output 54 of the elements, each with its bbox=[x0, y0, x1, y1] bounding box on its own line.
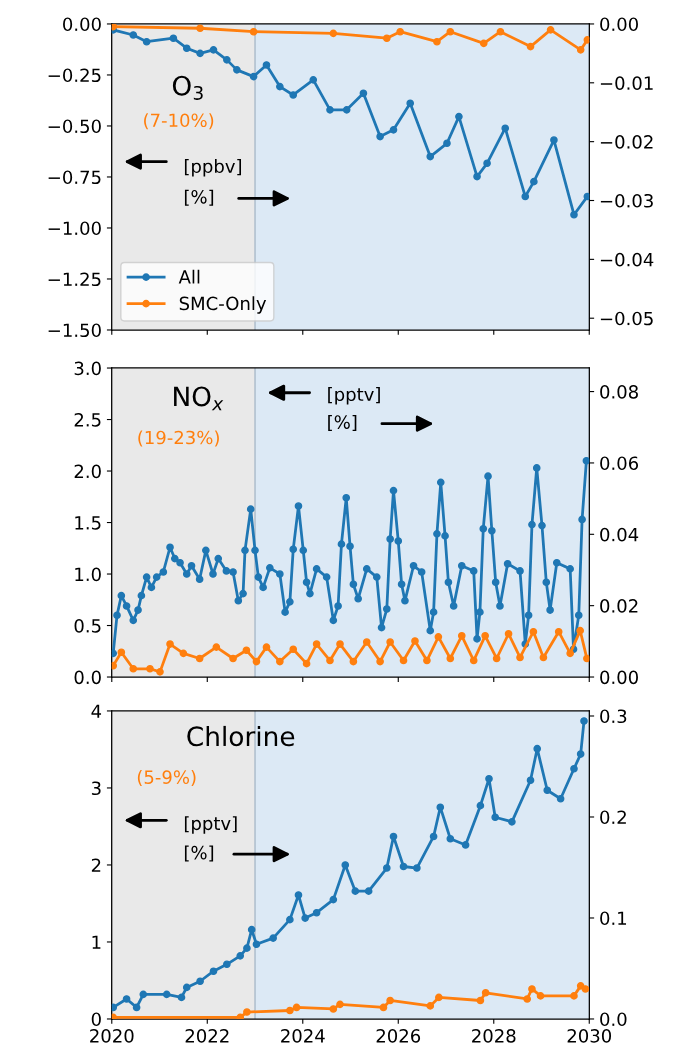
y-tick-label: −1.25 bbox=[48, 272, 101, 287]
legend-label: All bbox=[178, 269, 200, 284]
y-tick-label: 1.5 bbox=[75, 516, 101, 530]
y-tick-label: −0.25 bbox=[48, 68, 101, 83]
annotation: NO$_{x}$ bbox=[174, 386, 224, 411]
y2-tick-label: 0.2 bbox=[600, 810, 626, 825]
y2-tick-label: −0.04 bbox=[600, 252, 654, 267]
y2-tick-label: 0.06 bbox=[600, 456, 639, 471]
y2-tick-label: 0.1 bbox=[600, 911, 627, 926]
y2-tick-label: −0.03 bbox=[600, 193, 653, 208]
annotation: [ppbv] bbox=[184, 159, 242, 177]
y-tick-label: −0.50 bbox=[48, 119, 101, 134]
y2-tick-label: 0.0 bbox=[600, 1012, 627, 1027]
x-tick-label: 2024 bbox=[281, 1029, 325, 1043]
annotation: [%] bbox=[184, 189, 214, 206]
annotation: Chlorine bbox=[187, 725, 295, 747]
y2-tick-label: −0.05 bbox=[600, 311, 653, 326]
x-tick-label: 2030 bbox=[567, 1029, 612, 1043]
y-tick-label: 1.0 bbox=[75, 567, 101, 582]
y2-tick-label: 0.3 bbox=[600, 709, 627, 724]
x-tick-label: 2026 bbox=[376, 1029, 421, 1043]
y-tick-label: 2.5 bbox=[74, 412, 101, 427]
y-tick-label: −1.50 bbox=[48, 323, 101, 338]
y-tick-label: 0.00 bbox=[63, 17, 101, 32]
y-tick-label: 2 bbox=[91, 858, 101, 872]
annotation: [pptv] bbox=[328, 387, 380, 405]
annotation: (7-10%) bbox=[144, 113, 214, 130]
annotation: (19-23%) bbox=[138, 430, 219, 447]
y2-tick-label: 0.00 bbox=[600, 17, 638, 32]
y-tick-label: −1.00 bbox=[48, 221, 101, 236]
y-tick-label: 1 bbox=[92, 935, 101, 949]
annotation: (5-9%) bbox=[137, 769, 196, 787]
annotation: [%] bbox=[184, 845, 214, 862]
legend-label: SMC-Only bbox=[179, 296, 267, 314]
annotation: [pptv] bbox=[184, 816, 237, 834]
y-tick-label: 0.0 bbox=[74, 670, 101, 685]
y2-tick-label: 0.04 bbox=[600, 527, 639, 542]
y2-tick-label: −0.01 bbox=[600, 76, 653, 90]
annotation: O$_{3}$ bbox=[172, 75, 203, 100]
y-tick-label: 2.0 bbox=[74, 464, 101, 479]
y-tick-label: 4 bbox=[91, 704, 102, 718]
annotation: [%] bbox=[328, 414, 357, 432]
x-tick-label: 2020 bbox=[90, 1029, 134, 1043]
y-tick-label: 0.5 bbox=[74, 618, 101, 633]
y2-tick-label: 0.08 bbox=[600, 385, 638, 399]
x-tick-label: 2028 bbox=[472, 1029, 516, 1043]
y-tick-label: 3.0 bbox=[74, 361, 101, 376]
y2-tick-label: −0.02 bbox=[600, 135, 653, 149]
y2-tick-label: 0.00 bbox=[600, 670, 638, 685]
y-tick-label: 3 bbox=[91, 781, 101, 796]
x-tick-label: 2022 bbox=[185, 1029, 229, 1043]
y-tick-label: −0.75 bbox=[48, 170, 101, 185]
y-tick-label: 0 bbox=[91, 1012, 101, 1027]
y2-tick-label: 0.02 bbox=[600, 599, 638, 613]
